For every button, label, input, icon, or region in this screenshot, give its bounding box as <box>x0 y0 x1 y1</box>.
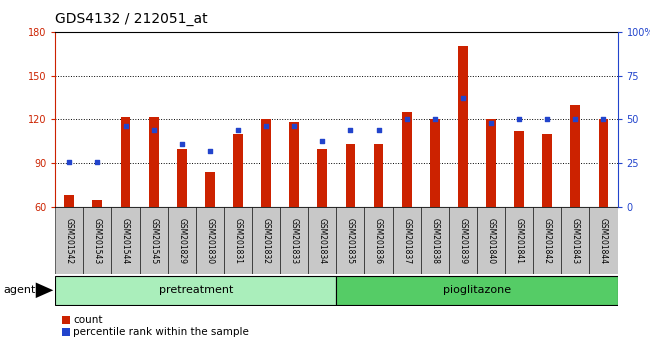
Text: GSM201836: GSM201836 <box>374 218 383 264</box>
Point <box>514 117 525 122</box>
Text: GSM201833: GSM201833 <box>290 218 299 264</box>
Text: GSM201837: GSM201837 <box>402 218 411 264</box>
Bar <box>337 276 618 304</box>
Bar <box>64 195 74 207</box>
Point <box>598 117 608 122</box>
Point <box>458 96 468 101</box>
Point <box>570 117 580 122</box>
Text: pioglitazone: pioglitazone <box>443 285 511 295</box>
Text: GSM201839: GSM201839 <box>458 218 467 264</box>
Bar <box>224 207 252 274</box>
Text: GSM201829: GSM201829 <box>177 218 187 264</box>
Text: GSM201842: GSM201842 <box>543 218 552 264</box>
Text: GDS4132 / 212051_at: GDS4132 / 212051_at <box>55 12 208 27</box>
Bar <box>196 207 224 274</box>
Bar <box>402 112 411 207</box>
Bar <box>140 207 168 274</box>
Bar <box>486 120 496 207</box>
Bar <box>590 207 618 274</box>
Point <box>92 159 103 164</box>
Bar <box>83 207 112 274</box>
Point <box>430 117 440 122</box>
Bar <box>477 207 505 274</box>
Bar <box>92 200 102 207</box>
Bar <box>365 207 393 274</box>
Bar <box>430 120 439 207</box>
Text: count: count <box>73 315 103 325</box>
Point <box>148 127 159 133</box>
Point <box>486 120 496 126</box>
Bar <box>149 116 159 207</box>
Point <box>373 127 384 133</box>
Point <box>402 117 412 122</box>
Bar <box>177 149 187 207</box>
Bar <box>421 207 448 274</box>
Point <box>177 141 187 147</box>
Bar <box>121 116 131 207</box>
Text: GSM201830: GSM201830 <box>205 218 214 264</box>
Point <box>345 127 356 133</box>
Bar <box>571 105 580 207</box>
Bar <box>168 207 196 274</box>
Point <box>64 159 75 164</box>
Bar <box>317 149 327 207</box>
Point <box>289 124 300 129</box>
Bar <box>233 134 243 207</box>
Text: GSM201838: GSM201838 <box>430 218 439 264</box>
Bar <box>599 120 608 207</box>
Bar <box>289 122 299 207</box>
Text: GSM201834: GSM201834 <box>318 218 327 264</box>
Bar <box>55 276 337 304</box>
Bar <box>205 172 214 207</box>
Point <box>542 117 552 122</box>
Text: GSM201544: GSM201544 <box>121 218 130 264</box>
Bar <box>346 144 356 207</box>
Point <box>120 124 131 129</box>
Text: GSM201841: GSM201841 <box>515 218 524 264</box>
Bar <box>112 207 140 274</box>
Text: agent: agent <box>3 285 36 295</box>
Point <box>317 138 328 143</box>
Point <box>205 148 215 154</box>
Text: GSM201542: GSM201542 <box>65 218 74 264</box>
Bar <box>261 120 271 207</box>
Text: GSM201840: GSM201840 <box>486 218 495 264</box>
Text: GSM201831: GSM201831 <box>233 218 242 264</box>
Text: GSM201543: GSM201543 <box>93 218 102 264</box>
Bar <box>252 207 280 274</box>
Polygon shape <box>36 282 53 298</box>
Bar <box>533 207 561 274</box>
Text: GSM201843: GSM201843 <box>571 218 580 264</box>
Bar <box>374 144 383 207</box>
Bar <box>337 207 365 274</box>
Bar <box>308 207 337 274</box>
Point <box>261 124 271 129</box>
Bar <box>514 131 524 207</box>
Bar <box>561 207 590 274</box>
Bar <box>542 134 552 207</box>
Text: GSM201832: GSM201832 <box>261 218 270 264</box>
Bar <box>505 207 533 274</box>
Bar <box>393 207 421 274</box>
Point <box>233 127 243 133</box>
Text: GSM201835: GSM201835 <box>346 218 355 264</box>
Text: pretreatment: pretreatment <box>159 285 233 295</box>
Bar <box>55 207 83 274</box>
Text: GSM201844: GSM201844 <box>599 218 608 264</box>
Bar <box>458 46 468 207</box>
Text: GSM201545: GSM201545 <box>149 218 158 264</box>
Text: percentile rank within the sample: percentile rank within the sample <box>73 327 250 337</box>
Bar <box>449 207 477 274</box>
Bar <box>280 207 308 274</box>
